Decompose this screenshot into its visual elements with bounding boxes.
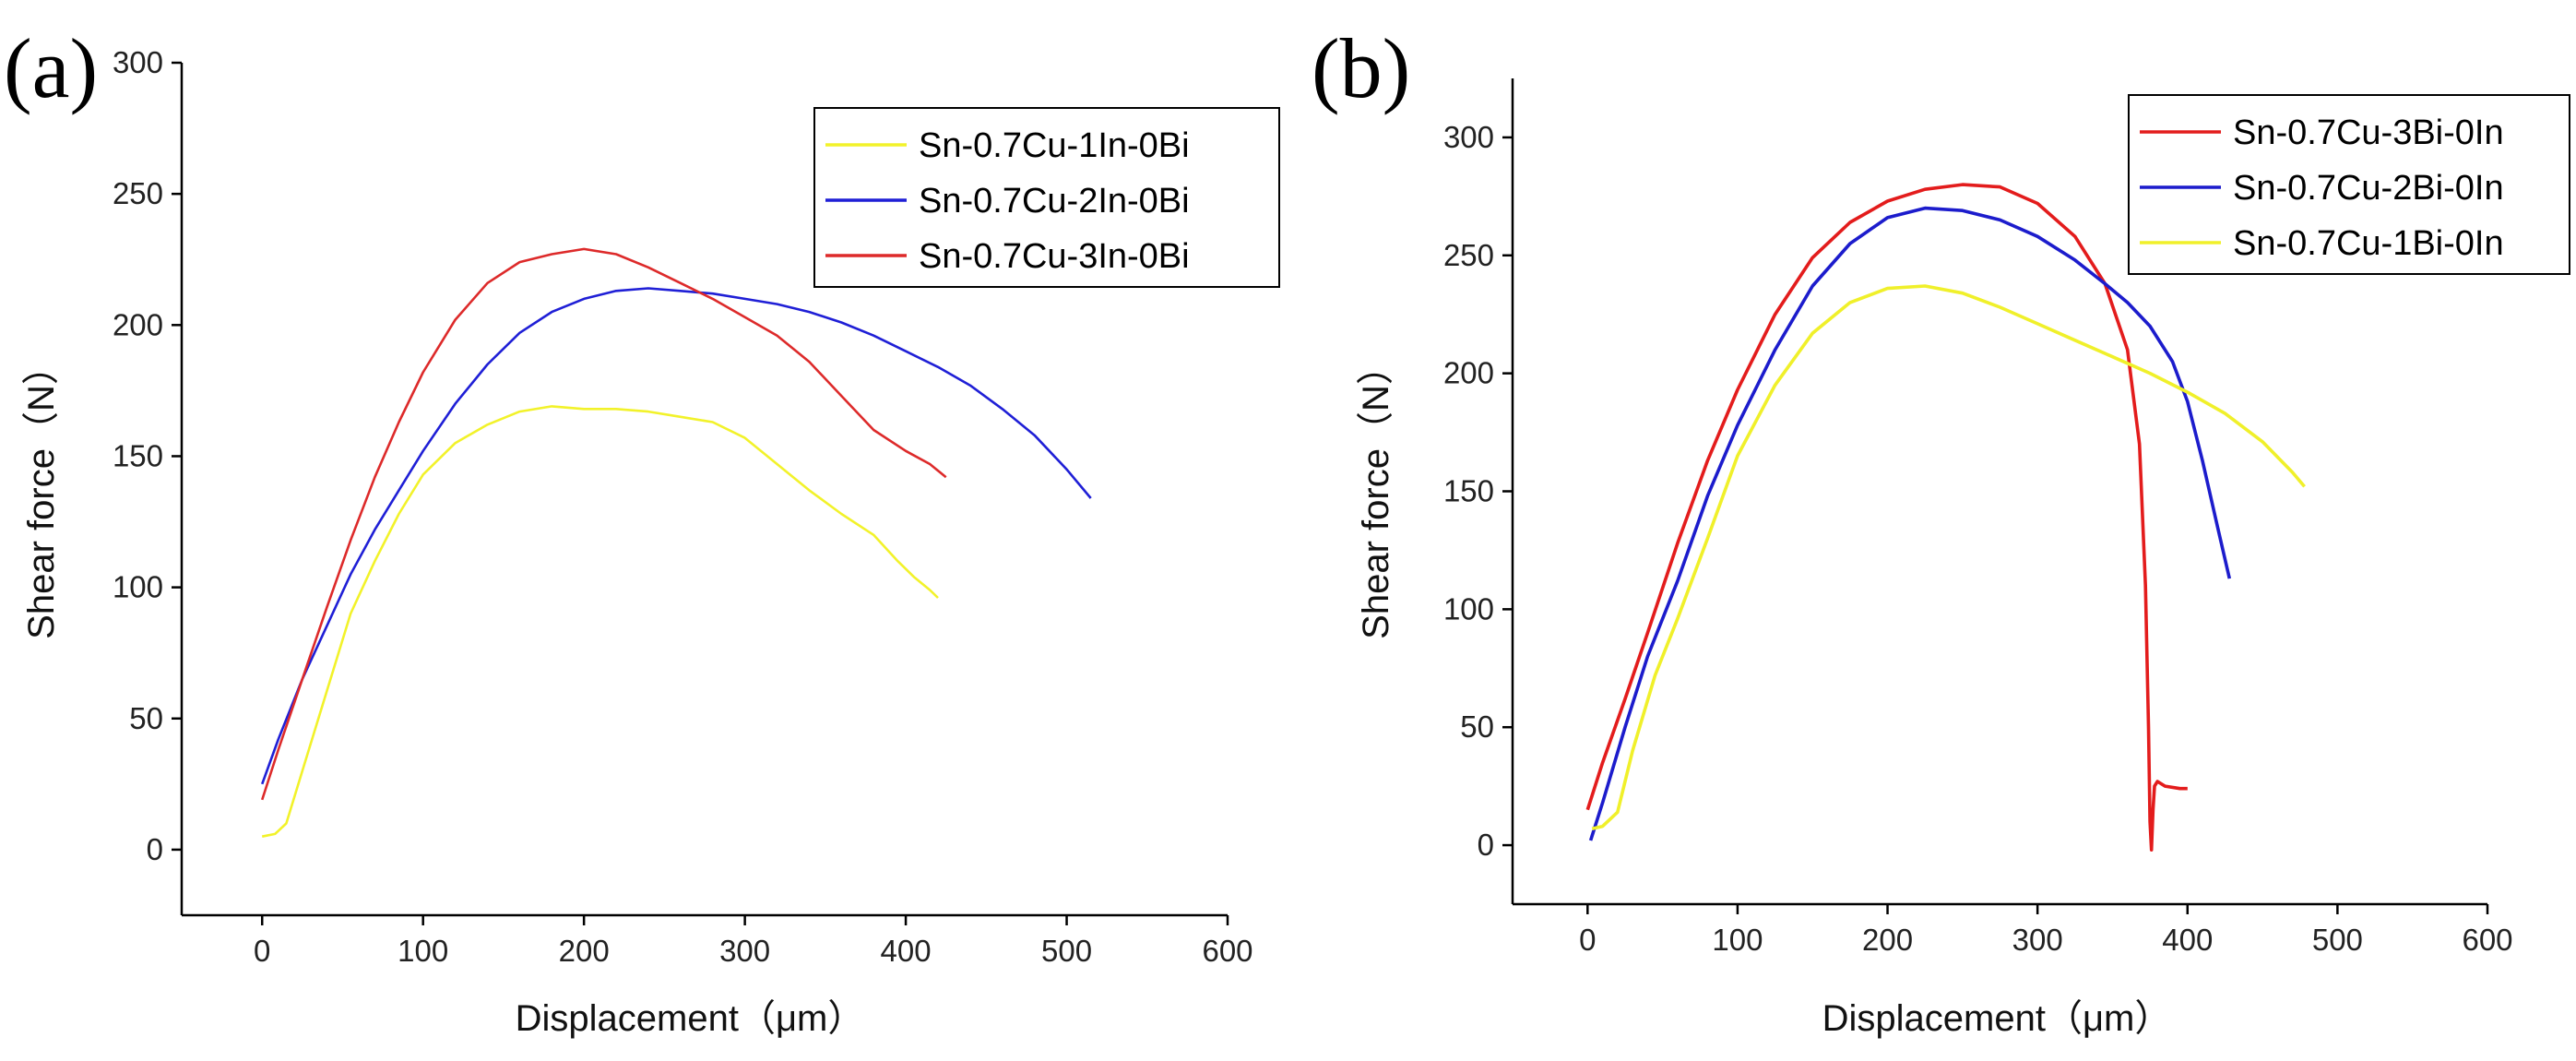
y-tick-label: 300: [1443, 120, 1494, 154]
x-axis-title-a: Displacement（μm）: [516, 998, 865, 1039]
y-axis-title-b: Shear force（N）: [1356, 348, 1396, 639]
y-tick-label: 0: [1478, 828, 1494, 862]
panel-label-b: (b): [1312, 21, 1410, 115]
legend-label: Sn-0.7Cu-3Bi-0In: [2233, 113, 2504, 152]
x-tick-label: 200: [559, 934, 610, 968]
x-tick-label: 400: [2162, 923, 2213, 957]
legend-label: Sn-0.7Cu-1Bi-0In: [2233, 224, 2504, 263]
x-tick-label: 500: [2312, 923, 2363, 957]
x-tick-label: 300: [719, 934, 770, 968]
x-tick-label: 500: [1041, 934, 1092, 968]
legend-label: Sn-0.7Cu-1In-0Bi: [919, 126, 1190, 165]
y-tick-label: 0: [147, 832, 163, 866]
series-line-Sn-0.7Cu-3In-0Bi: [260, 247, 947, 801]
series-line-Sn-0.7Cu-2In-0Bi: [260, 287, 1092, 785]
y-tick-label: 100: [113, 570, 163, 604]
y-tick-label: 150: [1443, 474, 1494, 508]
x-tick-label: 0: [254, 934, 270, 968]
y-axis-title-a: Shear force（N）: [21, 348, 62, 639]
y-tick-label: 50: [1460, 709, 1494, 744]
plot-area-b: 0 100 200 300 400 500 600 0 50 100 150 200 250 300 Sn-…: [1443, 78, 2570, 957]
legend: Sn-0.7Cu-1In-0Bi Sn-0.7Cu-2In-0Bi Sn-0.7Cu…: [813, 107, 1280, 288]
x-tick-label: 600: [2462, 923, 2512, 957]
plot-area-a: 0 100 200 300 400 500 600 0 50 100 150 200 250 300 Sn-…: [113, 45, 1280, 968]
y-tick-label: 200: [113, 307, 163, 341]
chart-panel-b: (b) 0 100 200 300 400 500 600 0 50 100 150 200 250 30…: [1312, 21, 2570, 1039]
y-tick-label: 100: [1443, 591, 1494, 626]
y-tick-label: 300: [113, 45, 163, 79]
series-line-Sn-0.7Cu-1In-0Bi: [261, 405, 939, 838]
x-tick-label: 100: [1712, 923, 1763, 957]
y-tick-label: 50: [129, 701, 163, 735]
legend-label: Sn-0.7Cu-2In-0Bi: [919, 182, 1190, 221]
x-tick-label: 200: [1862, 923, 1913, 957]
y-tick-label: 250: [113, 176, 163, 210]
panel-label-a: (a): [4, 21, 98, 115]
y-tick-label: 250: [1443, 238, 1494, 272]
legend-label: Sn-0.7Cu-3In-0Bi: [919, 237, 1190, 276]
series-line-Sn-0.7Cu-3Bi-0In: [1585, 183, 2188, 852]
legend-label: Sn-0.7Cu-2Bi-0In: [2233, 169, 2504, 208]
x-tick-label: 0: [1579, 923, 1596, 957]
series-line-Sn-0.7Cu-2Bi-0In: [1588, 206, 2232, 841]
x-tick-label: 300: [2012, 923, 2063, 957]
y-tick-label: 150: [113, 438, 163, 472]
chart-panel-a: (a) 0 100 200 300 400 500 600 0 50 100 150 200 250 30…: [4, 21, 1280, 1039]
x-tick-label: 100: [398, 934, 448, 968]
x-axis-title-b: Displacement（μm）: [1822, 998, 2172, 1039]
legend: Sn-0.7Cu-3Bi-0In Sn-0.7Cu-2Bi-0In Sn-0.7Cu…: [2128, 94, 2570, 275]
series-line-Sn-0.7Cu-1Bi-0In: [1591, 284, 2306, 830]
x-tick-label: 400: [881, 934, 932, 968]
x-tick-label: 600: [1202, 934, 1252, 968]
y-tick-label: 200: [1443, 356, 1494, 390]
